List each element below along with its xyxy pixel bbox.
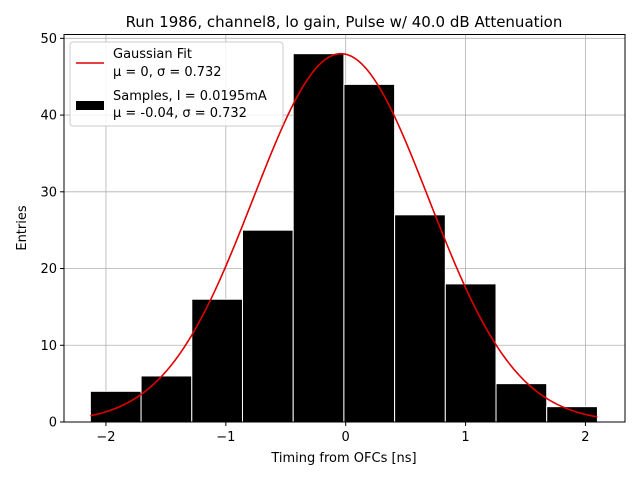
- plot-frame: [63, 34, 626, 423]
- legend-samples-swatch: [76, 101, 104, 110]
- y-tick-label: 20: [40, 262, 57, 277]
- histogram-bar: [444, 283, 497, 423]
- x-axis-ticks: −2 −1 0 1 2: [96, 422, 590, 445]
- histogram-bars: [89, 53, 598, 423]
- x-tick-label: 2: [581, 430, 589, 445]
- legend-samples-label: Samples, I = 0.0195mA: [113, 89, 267, 104]
- histogram-bar: [343, 83, 396, 423]
- x-tick-label: 0: [342, 430, 350, 445]
- histogram-bar: [394, 214, 446, 423]
- histogram-bar: [89, 390, 142, 423]
- legend-fit-label: Gaussian Fit: [113, 47, 192, 62]
- x-axis-label: Timing from OFCs [ns]: [270, 451, 416, 466]
- y-tick-label: 30: [40, 185, 57, 200]
- histogram-bar: [495, 383, 548, 423]
- legend-fit-stats: μ = 0, σ = 0.732: [113, 65, 222, 80]
- y-axis-ticks: 0 10 20 30 40 50: [40, 32, 64, 431]
- y-tick-label: 50: [40, 32, 57, 47]
- x-tick-label: −2: [96, 430, 115, 445]
- x-tick-label: −1: [216, 430, 235, 445]
- legend: Gaussian Fit μ = 0, σ = 0.732 Samples, I…: [69, 41, 284, 127]
- chart-title: Run 1986, channel8, lo gain, Pulse w/ 40…: [126, 13, 563, 31]
- histogram-bar: [546, 406, 598, 423]
- x-tick-label: 1: [461, 430, 469, 445]
- legend-box: [69, 41, 284, 127]
- y-tick-label: 10: [40, 339, 57, 354]
- histogram-bar: [140, 375, 193, 423]
- histogram-bar: [241, 229, 294, 423]
- gaussian-fit-line: [90, 52, 598, 418]
- gaussian-fit: [90, 52, 598, 418]
- legend-samples-stats: μ = -0.04, σ = 0.732: [113, 106, 247, 121]
- histogram-bar: [292, 53, 345, 423]
- y-tick-label: 0: [49, 416, 57, 431]
- y-tick-label: 40: [40, 109, 57, 124]
- y-axis-label: Entries: [15, 205, 30, 251]
- histogram-bar: [191, 298, 243, 423]
